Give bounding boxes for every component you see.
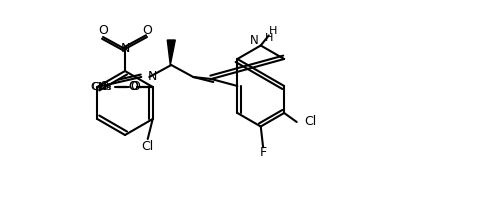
Text: N: N — [120, 43, 130, 56]
Text: O: O — [98, 23, 108, 36]
Text: O: O — [128, 81, 138, 94]
Text: H: H — [268, 26, 277, 36]
Text: O: O — [130, 81, 140, 94]
Text: Cl: Cl — [142, 140, 154, 153]
Text: Cl: Cl — [304, 115, 317, 128]
Text: CH₃: CH₃ — [90, 82, 110, 92]
Polygon shape — [168, 40, 175, 65]
Text: N: N — [148, 71, 156, 83]
Text: N: N — [250, 34, 258, 47]
Text: O: O — [128, 81, 138, 94]
Text: CH₃: CH₃ — [91, 82, 112, 92]
Text: O: O — [142, 23, 152, 36]
Text: O: O — [100, 81, 108, 94]
Text: H: H — [264, 33, 273, 43]
Text: F: F — [260, 146, 266, 159]
